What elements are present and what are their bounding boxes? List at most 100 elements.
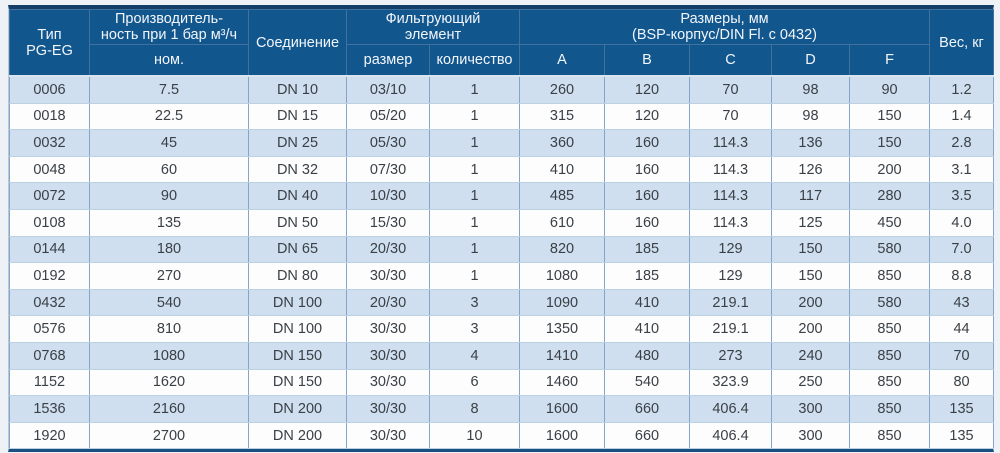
cell-filter-quantity: 3	[429, 315, 520, 343]
header-dimensions-line2: (BSP-корпус/DIN Fl. с 0432)	[631, 27, 818, 43]
header-dim-a: A	[519, 44, 605, 77]
header-filter-size: размер	[346, 44, 430, 77]
header-dim-d: D	[771, 44, 850, 77]
cell-capacity-nominal: 180	[89, 235, 249, 264]
cell-dim-c: 406.4	[689, 421, 772, 450]
cell-connection: DN 150	[248, 368, 347, 397]
cell-dim-f: 850	[848, 395, 931, 423]
cell-dim-a: 260	[519, 75, 605, 104]
header-type-line1: Тип	[37, 26, 62, 43]
cell-filter-size: 30/30	[346, 341, 430, 370]
cell-dim-f: 280	[848, 182, 931, 210]
cell-type: 0192	[9, 262, 90, 290]
pg-eg-spec-table: Тип PG-EG Производитель- ность при 1 бар…	[9, 9, 995, 450]
cell-dim-d: 200	[771, 288, 850, 317]
cell-dim-b: 185	[604, 235, 690, 264]
cell-weight: 80	[929, 368, 995, 397]
cell-dim-d: 200	[771, 315, 850, 343]
cell-weight: 8.8	[929, 262, 995, 290]
cell-weight: 44	[929, 315, 995, 343]
cell-dim-b: 185	[604, 262, 690, 290]
cell-dim-c: 114.3	[689, 182, 772, 210]
header-dim-c: C	[689, 44, 772, 77]
cell-dim-d: 98	[771, 102, 850, 131]
cell-dim-a: 315	[519, 102, 605, 131]
cell-filter-size: 07/30	[346, 155, 430, 184]
cell-dim-d: 240	[771, 341, 850, 370]
cell-capacity-nominal: 135	[89, 208, 249, 237]
cell-type: 1152	[9, 368, 90, 397]
cell-dim-b: 540	[604, 368, 690, 397]
cell-weight: 4.0	[929, 208, 995, 237]
cell-dim-a: 1460	[519, 368, 605, 397]
cell-filter-size: 15/30	[346, 208, 430, 237]
cell-dim-c: 219.1	[689, 315, 772, 343]
cell-filter-quantity: 1	[429, 182, 520, 210]
cell-type: 0768	[9, 341, 90, 370]
cell-weight: 3.1	[929, 155, 995, 184]
cell-dim-d: 136	[771, 129, 850, 157]
cell-capacity-nominal: 2160	[89, 395, 249, 423]
table-row: 0192 270 DN 80 30/30 1 1080 185 129 150 850 8.8	[9, 262, 995, 290]
cell-capacity-nominal: 22.5	[89, 102, 249, 131]
cell-filter-size: 20/30	[346, 235, 430, 264]
cell-dim-f: 850	[848, 368, 931, 397]
cell-dim-b: 410	[604, 288, 690, 317]
header-row-sub: ном. размер количество A B C D F	[10, 44, 994, 77]
cell-capacity-nominal: 1080	[89, 341, 249, 370]
cell-connection: DN 200	[248, 395, 347, 423]
header-dimensions-line1: Размеры, мм	[680, 11, 769, 27]
cell-weight: 43	[929, 288, 995, 317]
cell-type: 0108	[9, 208, 90, 237]
cell-connection: DN 25	[248, 129, 347, 157]
cell-dim-c: 406.4	[689, 395, 772, 423]
cell-filter-size: 30/30	[346, 368, 430, 397]
cell-connection: DN 100	[248, 315, 347, 343]
cell-dim-b: 120	[604, 75, 690, 104]
cell-dim-d: 126	[771, 155, 850, 184]
cell-dim-d: 117	[771, 182, 850, 210]
cell-dim-f: 150	[848, 129, 931, 157]
cell-dim-b: 160	[604, 129, 690, 157]
cell-type: 0144	[9, 235, 90, 264]
cell-dim-a: 1600	[519, 395, 605, 423]
cell-weight: 1.4	[929, 102, 995, 131]
cell-dim-c: 114.3	[689, 129, 772, 157]
cell-type: 0576	[9, 315, 90, 343]
cell-type: 0072	[9, 182, 90, 210]
cell-connection: DN 15	[248, 102, 347, 131]
header-filter-element: Фильтрующий элемент	[346, 9, 520, 45]
cell-connection: DN 65	[248, 235, 347, 264]
cell-dim-c: 273	[689, 341, 772, 370]
cell-filter-size: 30/30	[346, 315, 430, 343]
header-filter-line1: Фильтрующий	[385, 11, 481, 27]
cell-dim-d: 300	[771, 395, 850, 423]
cell-dim-d: 150	[771, 235, 850, 264]
cell-filter-size: 20/30	[346, 288, 430, 317]
cell-dim-c: 323.9	[689, 368, 772, 397]
cell-dim-d: 300	[771, 421, 850, 450]
cell-capacity-nominal: 60	[89, 155, 249, 184]
cell-type: 0432	[9, 288, 90, 317]
cell-dim-b: 660	[604, 421, 690, 450]
cell-filter-quantity: 4	[429, 341, 520, 370]
header-capacity: Производитель- ность при 1 бар м³/ч	[89, 9, 249, 45]
cell-dim-b: 120	[604, 102, 690, 131]
cell-type: 0018	[9, 102, 90, 131]
cell-filter-size: 10/30	[346, 182, 430, 210]
cell-dim-f: 850	[848, 315, 931, 343]
header-dim-b: B	[604, 44, 690, 77]
cell-filter-quantity: 3	[429, 288, 520, 317]
cell-filter-size: 30/30	[346, 395, 430, 423]
cell-filter-size: 05/20	[346, 102, 430, 131]
header-type: Тип PG-EG	[9, 9, 90, 77]
cell-filter-quantity: 10	[429, 421, 520, 450]
cell-connection: DN 50	[248, 208, 347, 237]
cell-weight: 70	[929, 341, 995, 370]
cell-capacity-nominal: 540	[89, 288, 249, 317]
cell-type: 1536	[9, 395, 90, 423]
cell-type: 0032	[9, 129, 90, 157]
cell-filter-size: 05/30	[346, 129, 430, 157]
cell-dim-f: 580	[848, 235, 931, 264]
header-dim-f: F	[848, 44, 931, 77]
